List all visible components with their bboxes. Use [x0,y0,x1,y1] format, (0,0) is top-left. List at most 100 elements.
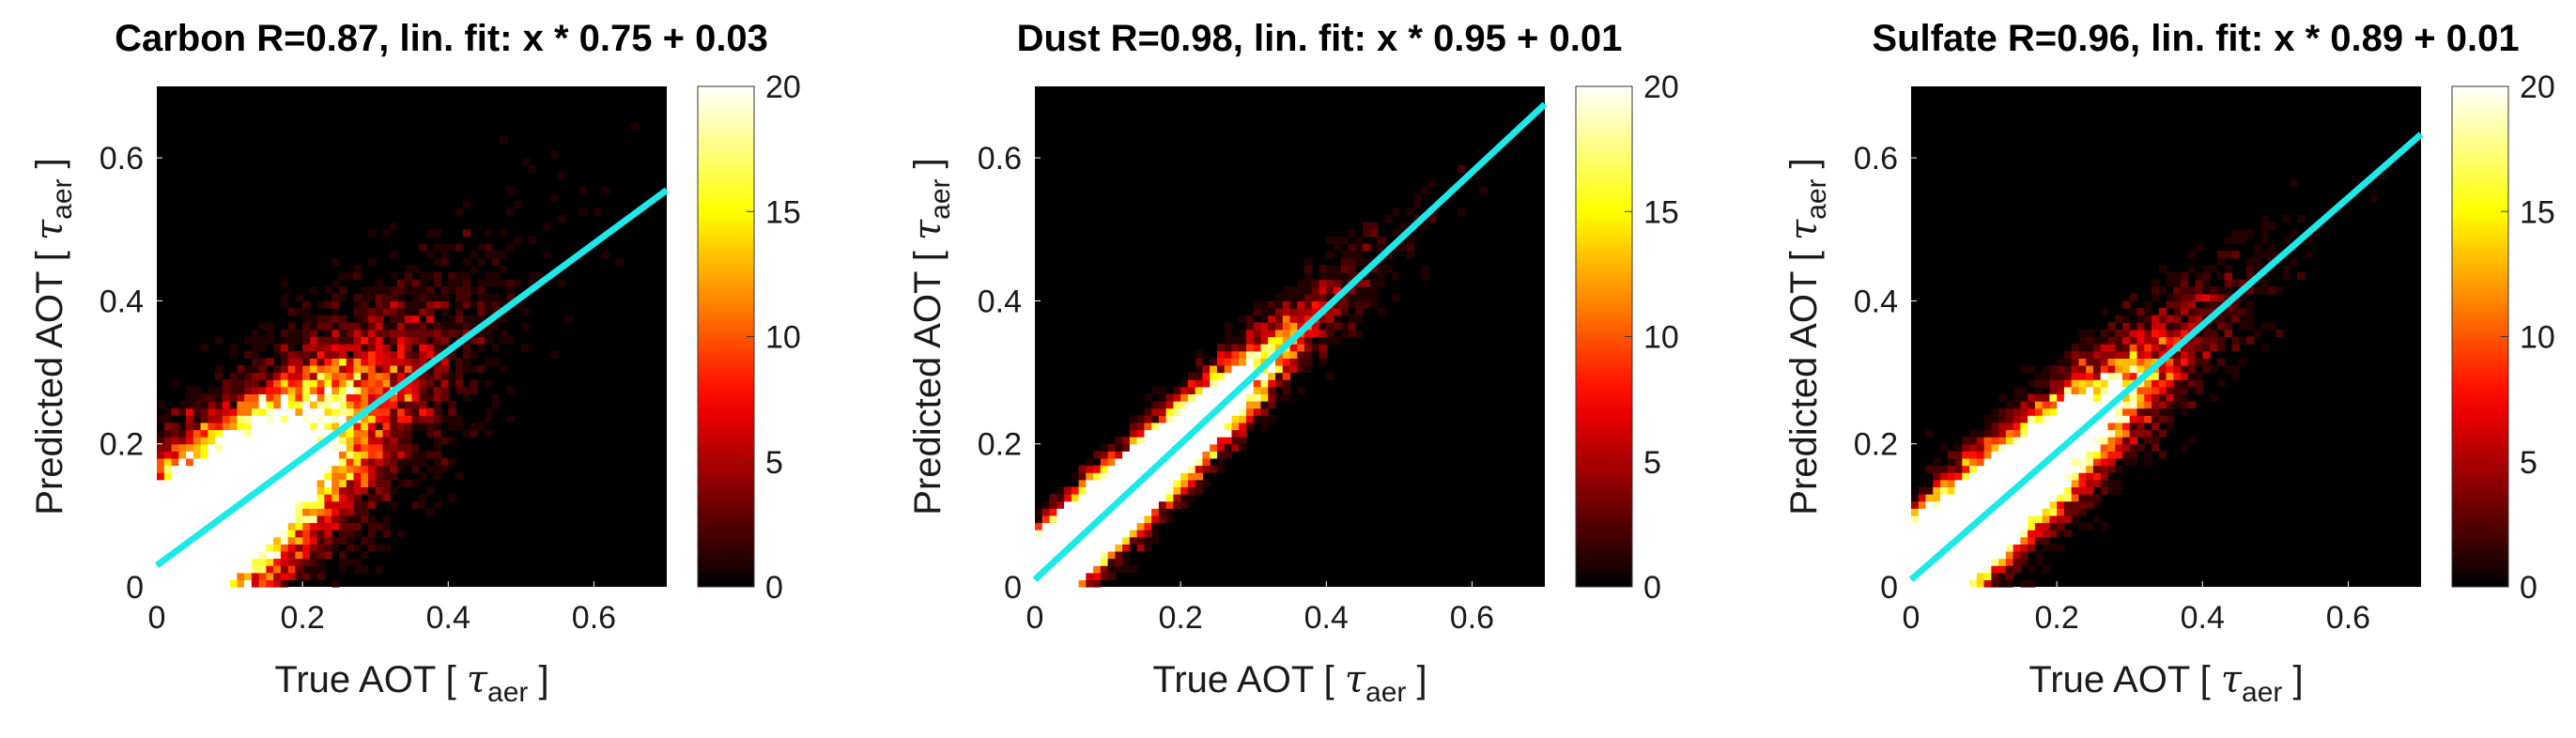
heatmap-cell [1210,437,1218,445]
heatmap-cell [367,443,377,452]
heatmap-cell [1115,550,1123,560]
heatmap-cell [1319,293,1327,302]
heatmap-cell [193,565,202,574]
heatmap-cell [1100,565,1109,574]
heatmap-cell [2063,472,2073,481]
heatmap-cell [485,407,493,416]
heatmap-cell [2034,422,2044,431]
heatmap-cell [367,315,377,323]
heatmap-cell [1983,422,1992,431]
heatmap-cell [1274,336,1284,345]
heatmap-cell [2107,486,2116,495]
heatmap-cell [1962,565,1970,574]
heatmap-cell [1983,522,1992,530]
heatmap-cell [455,372,464,380]
heatmap-cell [295,522,303,530]
heatmap-cell [1041,550,1051,560]
heatmap-cell [455,286,464,295]
heatmap-cell [2005,522,2014,530]
heatmap-cell [367,407,377,416]
heatmap-cell [266,443,274,452]
heatmap-cell [1245,393,1255,402]
heatmap-cell [295,329,303,338]
heatmap-cell [1158,415,1167,423]
heatmap-cell [2057,465,2065,473]
heatmap-cell [251,494,260,502]
heatmap-cell [2028,579,2036,588]
heatmap-cell [338,515,347,524]
heatmap-cell [2311,229,2320,238]
heatmap-cell [411,364,420,374]
heatmap-cell [2216,257,2226,266]
heatmap-cell [1260,329,1269,338]
heatmap-cell [1049,500,1057,509]
heatmap-cell [2057,386,2065,395]
heatmap-cell [1976,544,1985,552]
heatmap-cell [2013,437,2021,445]
heatmap-cell [237,451,245,459]
heatmap-cell [280,407,289,416]
heatmap-cell [382,308,391,316]
heatmap-cell [316,379,326,388]
heatmap-cell [309,465,318,473]
heatmap-cell [332,437,340,445]
heatmap-cell [338,329,347,338]
heatmap-cell [2086,415,2094,423]
heatmap-cell [2245,229,2255,238]
heatmap-cell [2034,451,2044,459]
heatmap-cell [1173,451,1181,459]
heatmap-cell [1991,472,1999,481]
heatmap-cell [2020,500,2028,509]
heatmap-cell [1107,479,1116,487]
heatmap-cell [1304,265,1313,273]
heatmap-cell [2121,393,2131,402]
heatmap-cell [1151,508,1160,516]
heatmap-cell [2260,279,2269,287]
heatmap-cell [346,322,355,331]
heatmap-cell [2013,407,2021,416]
heatmap-cell [186,401,194,409]
heatmap-cell [1969,572,1978,580]
heatmap-cell [485,329,493,338]
heatmap-cell [1173,429,1181,438]
heatmap-cell [528,164,536,173]
heatmap-cell [178,558,187,566]
heatmap-cell [477,315,486,323]
heatmap-cell [302,358,311,366]
heatmap-cell [244,350,253,359]
heatmap-cell [332,329,340,338]
heatmap-cell [2005,515,2014,524]
heatmap-cell [1991,486,1999,495]
heatmap-cell [1925,579,1934,588]
heatmap-cell [2115,358,2123,366]
heatmap-cell [1245,322,1255,331]
heatmap-cell [2063,451,2073,459]
heatmap-cell [251,344,260,352]
heatmap-cell [1962,536,1970,545]
heatmap-cell [1100,472,1109,481]
heatmap-cell [1976,579,1985,588]
heatmap-cell [375,329,384,338]
heatmap-cell [1479,186,1488,194]
heatmap-cell [535,271,544,281]
heatmap-cell [200,565,208,574]
heatmap-cell [2078,379,2087,388]
heatmap-cell [208,429,216,438]
heatmap-cell [1151,472,1160,481]
heatmap-cell [2063,386,2073,395]
heatmap-cell [1071,558,1080,566]
heatmap-cell [390,500,398,509]
heatmap-cell [1991,415,1999,423]
heatmap-cell [2063,479,2073,487]
heatmap-cell [470,350,478,359]
heatmap-cell [1049,515,1057,524]
heatmap-cell [433,344,442,352]
heatmap-cell [251,451,260,459]
heatmap-cell [2049,522,2058,530]
heatmap-cell [324,415,332,423]
heatmap-cell [163,415,173,423]
heatmap-cell [251,336,260,345]
heatmap-cell [1129,465,1138,473]
heatmap-cell [1187,437,1196,445]
heatmap-cell [2092,422,2102,431]
